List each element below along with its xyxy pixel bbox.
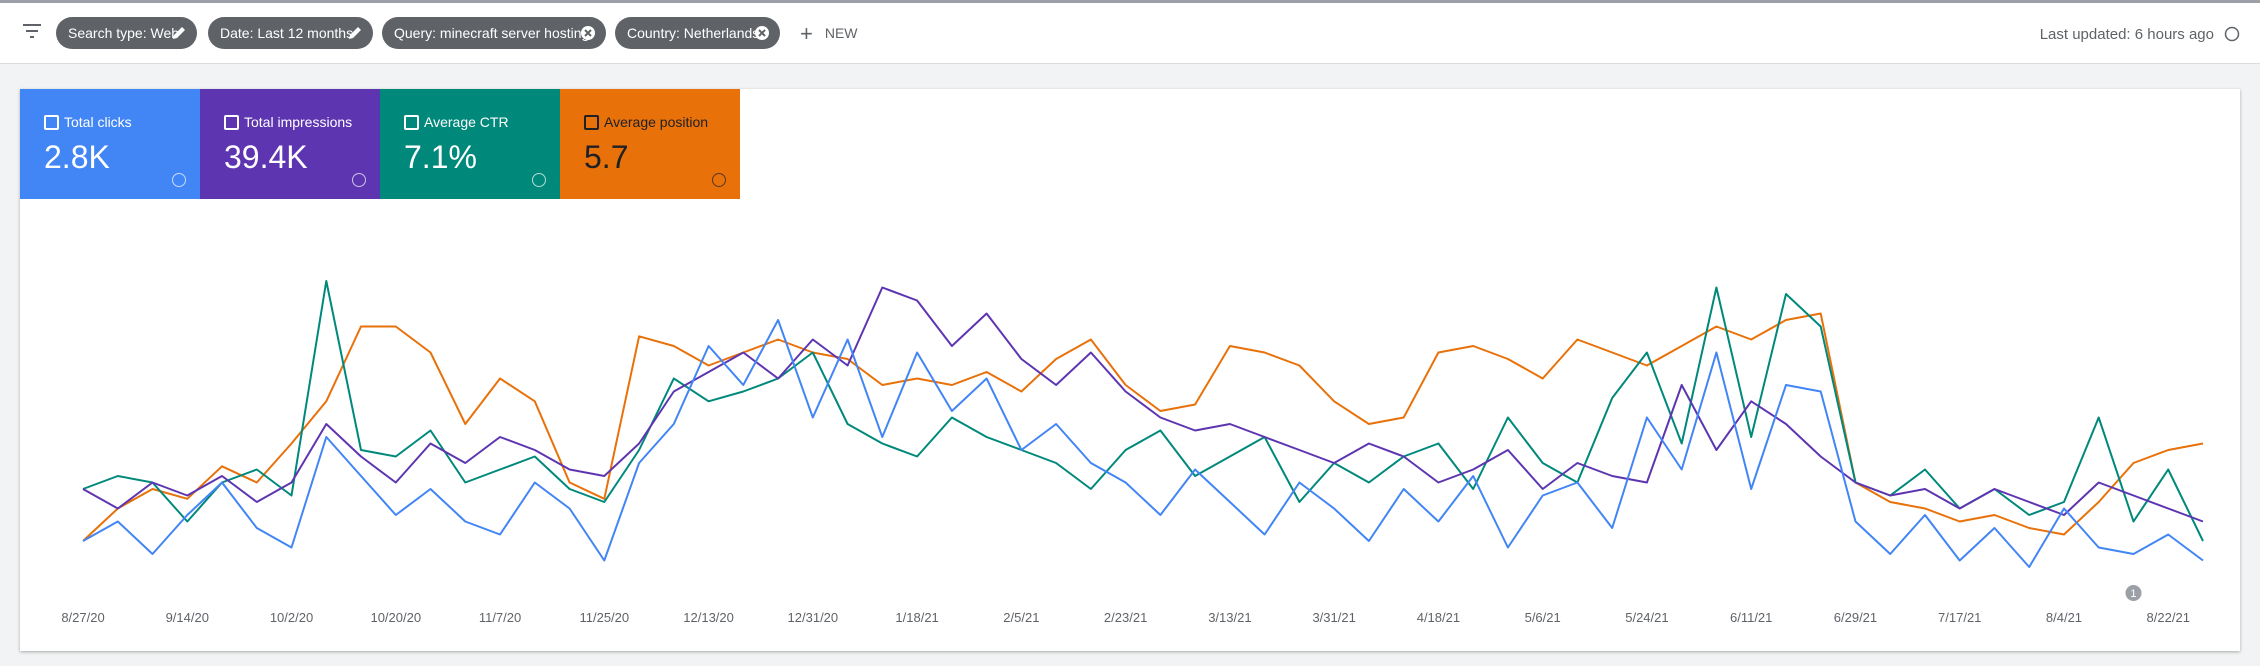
metric-value: 39.4K (224, 139, 308, 175)
annotation-dot (2125, 585, 2142, 601)
x-tick-label: 10/2/20 (270, 610, 313, 625)
metric-card[interactable]: Average CTR 7.1% (380, 89, 560, 199)
series-line (82, 286, 2204, 523)
filter-chip[interactable]: Search type: Web (56, 17, 197, 49)
series-line (82, 319, 2204, 568)
x-tick-label: 8/4/21 (2046, 610, 2082, 625)
checkbox[interactable] (584, 115, 599, 130)
x-tick-label: 8/27/20 (61, 610, 104, 625)
checkbox[interactable] (44, 115, 59, 130)
metric-card[interactable]: Average position 5.7 (560, 89, 740, 199)
help-icon[interactable] (712, 173, 726, 187)
performance-panel: Total clicks 2.8K Total impressions 39.4K Av… (20, 89, 2240, 651)
metric-card[interactable]: Total impressions 39.4K (200, 89, 380, 199)
annotation-label: 1 (2130, 588, 2136, 600)
chip-label: Search type: Web (68, 25, 180, 41)
x-tick-label: 1/18/21 (895, 610, 938, 625)
x-tick-label: 7/17/21 (1938, 610, 1981, 625)
x-tick-label: 5/24/21 (1625, 610, 1668, 625)
series-line (82, 312, 2204, 542)
help-icon[interactable] (2224, 26, 2240, 42)
chip-label: Country: Netherlands (627, 25, 760, 41)
help-icon[interactable] (352, 173, 366, 187)
x-tick-label: 10/20/20 (370, 610, 421, 625)
metric-card[interactable]: Total clicks 2.8K (20, 89, 200, 199)
metric-label: Total impressions (244, 114, 353, 130)
new-filter-button[interactable]: + NEW (800, 21, 858, 47)
remove-icon[interactable] (754, 25, 770, 41)
chart: 8/27/20 9/14/20 10/2/20 10/20/20 11/7/20 11/2… (61, 280, 2204, 625)
series-line (82, 280, 2204, 542)
x-tick-label: 6/29/21 (1834, 610, 1877, 625)
metric-value: 7.1% (404, 139, 477, 175)
checkbox[interactable] (224, 115, 239, 130)
filter-chip[interactable]: Country: Netherlands (615, 17, 780, 49)
toolbar: Search type: Web Date: Last 12 months Qu… (0, 0, 2260, 64)
x-tick-label: 6/11/21 (1730, 610, 1772, 625)
metric-label: Total clicks (64, 114, 132, 130)
x-tick-label: 11/7/20 (479, 610, 521, 625)
filter-chip[interactable]: Date: Last 12 months (208, 17, 373, 49)
plus-icon: + (800, 21, 813, 46)
help-icon[interactable] (532, 173, 546, 187)
filter-chip[interactable]: Query: minecraft server hosting (382, 17, 606, 49)
edit-icon[interactable] (171, 25, 187, 41)
remove-icon[interactable] (580, 25, 596, 41)
metric-value: 5.7 (584, 139, 629, 175)
new-label: NEW (824, 25, 858, 41)
x-tick-label: 5/6/21 (1525, 610, 1561, 625)
x-tick-label: 4/18/21 (1417, 610, 1460, 625)
annotation-marker[interactable]: 1 (2125, 585, 2142, 601)
x-tick-label: 11/25/20 (579, 610, 629, 625)
chip-label: Query: minecraft server hosting (394, 25, 590, 41)
x-tick-label: 3/31/21 (1312, 610, 1355, 625)
help-icon[interactable] (172, 173, 186, 187)
checkbox[interactable] (404, 115, 419, 130)
metric-value: 2.8K (44, 139, 110, 175)
metric-label: Average CTR (424, 114, 509, 130)
last-updated: Last updated: 6 hours ago (2039, 26, 2214, 43)
x-tick-label: 2/5/21 (1003, 610, 1039, 625)
filter-icon[interactable] (22, 23, 42, 39)
edit-icon[interactable] (347, 25, 363, 41)
metric-label: Average position (604, 114, 709, 130)
x-tick-label: 9/14/20 (166, 610, 209, 625)
x-tick-label: 8/22/21 (2147, 610, 2190, 625)
chip-label: Date: Last 12 months (220, 25, 354, 41)
x-tick-label: 3/13/21 (1208, 610, 1251, 625)
x-tick-label: 2/23/21 (1104, 610, 1147, 625)
x-tick-label: 12/13/20 (683, 610, 734, 625)
x-tick-label: 12/31/20 (788, 610, 839, 625)
